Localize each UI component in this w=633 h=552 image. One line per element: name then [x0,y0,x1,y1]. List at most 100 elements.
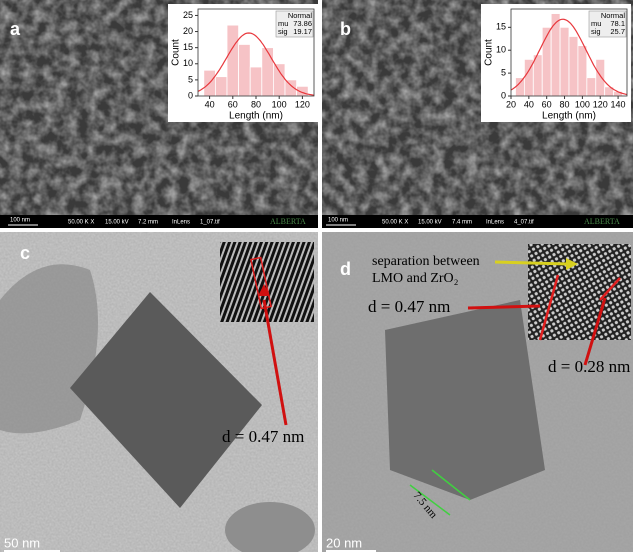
footer-text: 4_07.tif [514,220,534,226]
legend-title: Normal [601,11,626,20]
footer-text: 50.00 K X [68,220,94,226]
y-tick-label: 10 [183,58,193,68]
highlight-line [599,277,621,301]
plot-frame [510,8,628,97]
annotation: separation between [372,254,480,269]
x-tick-label: 80 [251,99,261,109]
x-tick-label: 140 [611,99,626,109]
particle [70,292,262,508]
fit-curve [197,32,315,96]
y-axis-label: Count [484,39,495,66]
scale-text: 100 nm [328,218,348,224]
bar [272,63,286,97]
arrowhead [566,258,578,270]
x-tick-label: 120 [593,99,608,109]
highlight-line [538,274,560,341]
footer-text: 15.00 kV [105,220,129,226]
panel-label: d [340,259,351,279]
x-axis-label: Length (nm) [229,111,283,122]
y-tick-label: 15 [183,42,193,52]
panel-label: b [340,19,351,39]
bar [568,36,579,97]
arrowhead [258,284,270,296]
y-tick-label: 0 [188,90,193,100]
legend-box [588,10,627,38]
legend-value: 25.7 [610,27,625,36]
logo-text: ALBERTA [270,217,306,226]
bar [261,47,274,97]
legend-value: 19.17 [293,27,312,36]
annotation: d = 0.47 nm [222,427,304,446]
annotation: d = 0.47 nm [368,297,450,316]
footer-text: 50.00 K X [382,220,408,226]
x-tick-label: 80 [560,99,570,109]
y-tick-label: 25 [183,10,193,20]
legend-key: mu [278,19,288,28]
x-tick-label: 120 [295,99,310,109]
y-tick-label: 5 [501,67,506,77]
footer-text: 15.00 kV [418,220,442,226]
x-tick-label: 60 [542,99,552,109]
footer-text: 7.2 mm [138,220,158,226]
x-axis-label: Length (nm) [542,111,596,122]
bar [586,77,597,97]
x-tick-label: 60 [228,99,238,109]
fit-curve [510,18,628,96]
panel-d: d separation between LMO and ZrO₂ d = 0.… [322,232,633,552]
panel-label: a [10,19,21,39]
footer-text: 7.4 mm [452,220,472,226]
legend-value: 73.86 [293,19,312,28]
bar [238,44,251,97]
legend-key: mu [591,19,601,28]
panel-label: c [20,243,30,263]
sem-footer [0,215,318,228]
arrow [262,299,288,426]
x-tick-label: 100 [575,99,590,109]
y-tick-label: 5 [188,74,193,84]
particle [0,264,98,434]
bar [559,26,570,97]
sem-footer [322,215,633,228]
footer-text: InLens [486,220,504,226]
legend-key: sig [278,27,288,36]
thickness-line [409,484,451,516]
x-tick-label: 40 [524,99,534,109]
y-tick-label: 0 [501,90,506,100]
thickness-line [431,469,471,501]
arrow [583,297,607,366]
arrow [467,304,541,310]
panel-c: c d = 0.47 nm 50 nm [0,232,318,552]
footer-text: InLens [172,220,190,226]
y-axis-label: Count [171,39,182,66]
logo-text: ALBERTA [584,217,620,226]
legend-key: sig [591,27,601,36]
arrow [494,260,569,266]
y-tick-label: 10 [496,45,506,55]
particle [385,300,545,500]
x-tick-label: 100 [272,99,287,109]
legend-box [275,10,314,38]
footer-text: 1_07.tif [200,220,220,226]
x-tick-label: 40 [205,99,215,109]
bar [214,76,228,97]
annotation: d = 0.28 nm [548,357,630,376]
scale-text: 50 nm [4,535,40,550]
legend-value: 78.1 [610,19,625,28]
y-tick-label: 20 [183,26,193,36]
bar [577,45,588,97]
bar [541,26,552,97]
x-tick-label: 20 [506,99,516,109]
y-tick-label: 15 [496,22,506,32]
bar [515,77,525,97]
legend-title: Normal [288,11,313,20]
scale-text: 20 nm [326,535,362,550]
annotation: LMO and ZrO₂ [372,271,459,286]
bar [249,66,263,97]
particle [225,502,315,552]
bar [226,24,239,97]
scale-text: 100 nm [10,218,30,224]
bar [595,58,606,97]
